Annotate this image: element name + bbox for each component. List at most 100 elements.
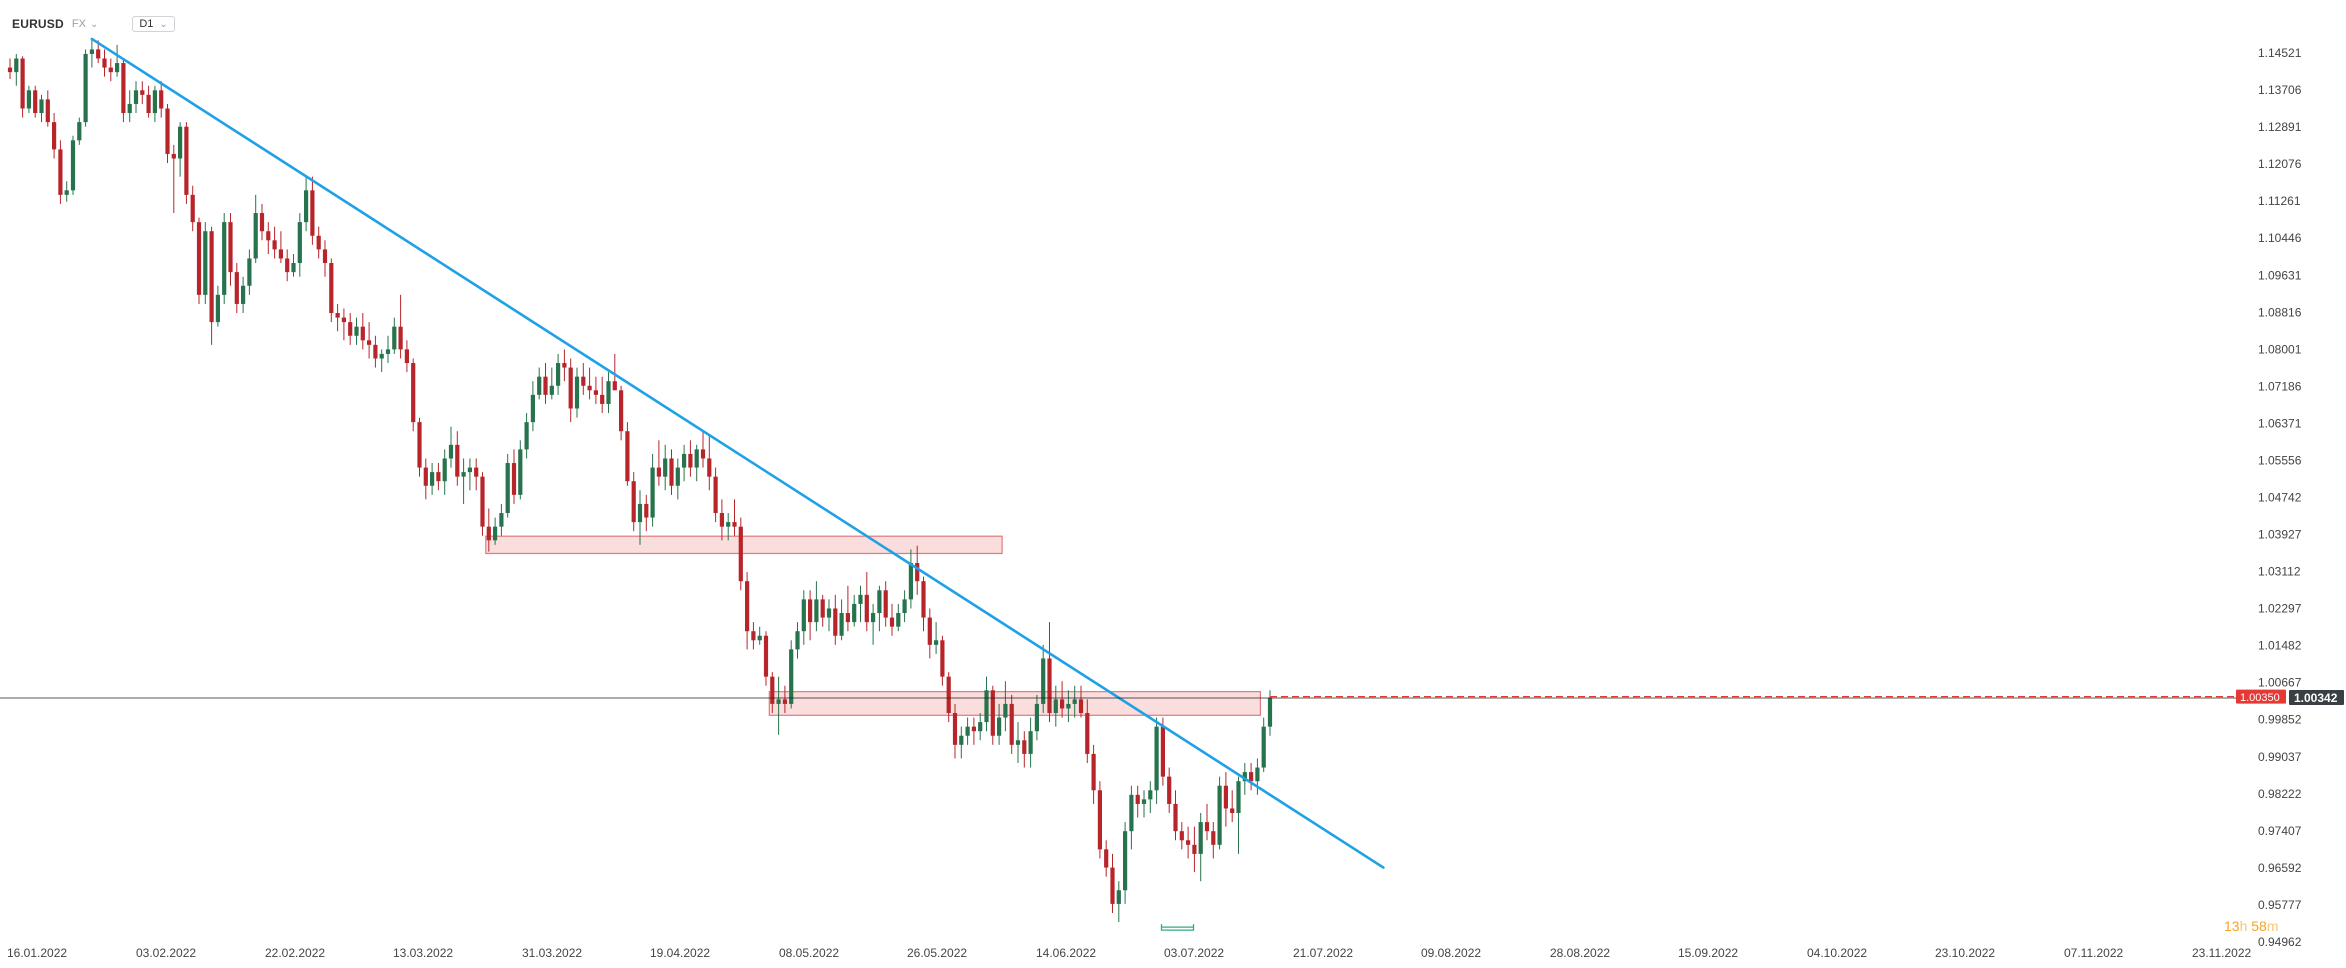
candle: [940, 635, 945, 686]
candle: [858, 585, 863, 623]
candle-body: [322, 249, 328, 264]
x-tick-label: 22.02.2022: [265, 946, 325, 960]
candle: [511, 449, 517, 504]
candle: [524, 413, 529, 459]
candle: [845, 585, 850, 632]
candle: [1192, 826, 1197, 873]
candle: [782, 685, 787, 714]
candle: [808, 590, 813, 641]
candle-body: [511, 463, 517, 495]
candle-body: [997, 717, 1002, 736]
candle-body: [877, 590, 882, 614]
x-tick-label: 21.07.2022: [1293, 946, 1353, 960]
candle-body: [467, 467, 472, 473]
candle: [587, 367, 592, 400]
candle-body: [600, 394, 605, 404]
y-tick-label: 0.97407: [2258, 824, 2302, 838]
candle: [669, 449, 674, 495]
candle-body: [738, 526, 743, 582]
market-selector[interactable]: FX ⌄: [72, 18, 98, 30]
price-axis[interactable]: 1.14521 1.13706 1.12891 1.12076 1.11261 1.104…: [2258, 46, 2302, 949]
chevron-down-icon: ⌄: [89, 18, 99, 30]
candle-body: [1211, 831, 1216, 845]
candle: [1015, 722, 1021, 764]
candle: [593, 376, 598, 404]
candle-body: [423, 467, 428, 486]
x-tick-label: 13.03.2022: [393, 946, 453, 960]
candle: [1217, 776, 1222, 850]
candle: [902, 590, 907, 623]
candle: [952, 703, 958, 759]
candle-body: [96, 49, 101, 59]
candle: [1223, 772, 1228, 827]
candle: [411, 358, 416, 432]
candle-body: [858, 594, 863, 604]
candle: [354, 317, 359, 345]
candle-body: [348, 322, 353, 336]
candle-body: [1091, 753, 1096, 791]
timeframe-selector[interactable]: D1 ⌄: [132, 16, 175, 32]
candle: [826, 599, 832, 632]
candle-body: [549, 385, 554, 395]
candle: [486, 508, 491, 552]
candle-body: [1173, 803, 1178, 832]
candle-body: [291, 263, 296, 273]
candle-body: [461, 472, 466, 477]
candle-body: [417, 422, 422, 468]
symbol-label[interactable]: EURUSD: [12, 17, 64, 31]
candle-body: [1066, 703, 1071, 709]
candle-body: [820, 599, 825, 618]
candle-body: [1236, 781, 1241, 814]
candle-body: [940, 640, 945, 677]
candle: [625, 422, 630, 486]
candle: [814, 581, 819, 632]
candle-body: [58, 149, 63, 195]
y-tick-label: 0.99852: [2258, 713, 2302, 727]
candle: [581, 363, 586, 395]
candle: [707, 435, 712, 491]
x-tick-label: 08.05.2022: [779, 946, 839, 960]
candle-body: [1230, 808, 1235, 814]
candle-body: [789, 649, 794, 704]
candle-body: [700, 449, 706, 459]
candle: [1028, 717, 1033, 768]
candle: [650, 453, 655, 527]
candle: [291, 253, 296, 277]
candle: [1047, 622, 1052, 723]
zone-2[interactable]: [768, 691, 1261, 716]
candle: [971, 717, 976, 745]
candle-body: [644, 503, 649, 518]
candle-body: [889, 617, 895, 627]
candle-body: [1148, 790, 1153, 800]
candle: [990, 685, 995, 745]
descending-trendline[interactable]: [90, 37, 1385, 869]
candle: [448, 426, 454, 468]
candle: [241, 276, 246, 314]
candle: [1204, 803, 1210, 841]
candle-body: [278, 249, 283, 259]
candle-body: [285, 258, 290, 273]
zone-1[interactable]: [485, 535, 1003, 555]
candle: [915, 545, 920, 595]
candle: [1249, 763, 1254, 791]
x-tick-label: 31.03.2022: [522, 946, 582, 960]
candle: [493, 517, 498, 545]
bid-price-tag-bg: [2236, 689, 2286, 704]
x-tick-label: 03.02.2022: [136, 946, 196, 960]
candle: [978, 713, 983, 741]
candle-body: [864, 594, 869, 623]
x-tick-label: 14.06.2022: [1036, 946, 1096, 960]
candle: [272, 226, 277, 259]
candle: [184, 122, 189, 204]
candle: [127, 90, 132, 123]
candle-body: [707, 458, 712, 477]
date-axis[interactable]: 16.01.2022 03.02.2022 22.02.2022 13.03.2022…: [7, 946, 2251, 960]
candle-body: [524, 422, 529, 450]
candle-body: [316, 235, 321, 250]
candle: [789, 640, 794, 709]
candle: [64, 181, 69, 202]
candle: [373, 335, 378, 368]
candle-body: [64, 190, 69, 195]
candle: [1034, 694, 1039, 741]
